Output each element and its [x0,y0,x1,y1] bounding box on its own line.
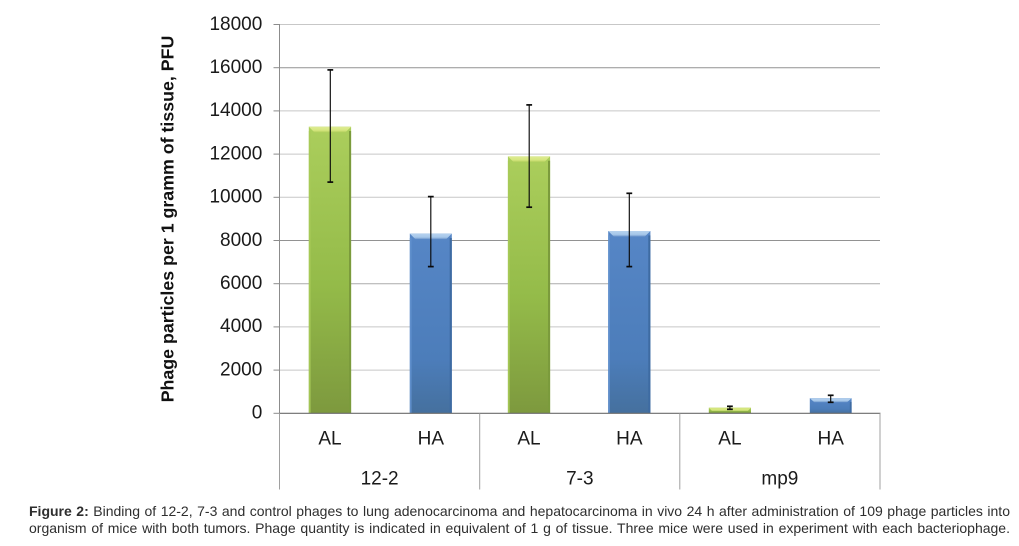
svg-text:12-2: 12-2 [361,469,399,490]
svg-text:12000: 12000 [209,143,262,164]
svg-text:6000: 6000 [220,273,262,294]
svg-text:HA: HA [418,429,445,450]
svg-text:10000: 10000 [209,187,262,208]
svg-text:2000: 2000 [220,359,262,380]
svg-text:8000: 8000 [220,230,262,251]
svg-text:0: 0 [252,403,263,424]
svg-text:16000: 16000 [209,57,262,78]
svg-text:HA: HA [616,429,643,450]
svg-text:4000: 4000 [220,316,262,337]
svg-text:AL: AL [318,429,341,450]
svg-text:AL: AL [517,429,540,450]
svg-text:14000: 14000 [209,100,262,121]
svg-text:mp9: mp9 [761,469,798,490]
svg-text:AL: AL [718,429,741,450]
svg-text:Phage particles per 1 gramm of: Phage particles per 1 gramm of tissue, P… [157,36,177,403]
svg-text:7-3: 7-3 [566,469,593,490]
svg-text:HA: HA [817,429,844,450]
svg-text:18000: 18000 [209,14,262,35]
